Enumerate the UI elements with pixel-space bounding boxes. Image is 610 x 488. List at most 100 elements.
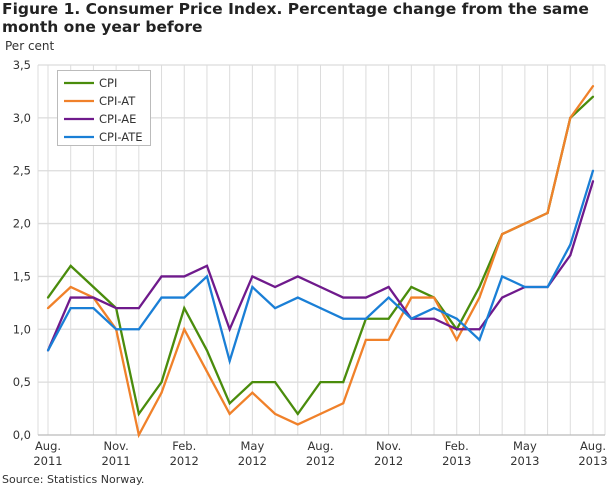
x-tick-label-month: Aug. <box>580 439 606 453</box>
data-point-cpi-at <box>319 412 322 415</box>
x-tick-label-month: May <box>513 439 537 453</box>
data-point-cpi-ae <box>387 285 390 289</box>
data-point-cpi <box>137 412 140 415</box>
data-point-cpi-ae <box>501 296 504 299</box>
data-point-cpi-ae <box>319 285 322 289</box>
data-point-cpi-ae <box>183 275 186 278</box>
data-point-cpi-ae <box>251 275 254 278</box>
data-point-cpi-ate <box>432 307 436 310</box>
x-tick-label-month: May <box>240 439 264 453</box>
data-point-cpi-ae <box>160 275 163 278</box>
data-point-cpi-at <box>432 296 436 299</box>
data-point-cpi-ae <box>296 275 299 278</box>
data-point-cpi <box>342 381 345 384</box>
data-point-cpi-at <box>46 307 50 310</box>
data-point-cpi <box>69 264 72 267</box>
data-point-cpi-ate <box>569 243 572 246</box>
data-point-cpi-at <box>160 391 163 394</box>
y-tick-label: 3,5 <box>13 58 31 72</box>
x-tick-label-month: Aug. <box>35 439 61 453</box>
data-point-cpi-ate <box>342 317 345 320</box>
data-point-cpi-at <box>228 412 231 415</box>
y-tick-label: 0,0 <box>13 428 31 442</box>
data-point-cpi-ate <box>228 359 231 363</box>
data-point-cpi-ate <box>205 275 209 278</box>
data-point-cpi-ate <box>364 317 368 320</box>
data-point-cpi-ate <box>501 275 504 278</box>
x-tick-label-month: Nov. <box>104 439 129 453</box>
data-point-cpi-ae <box>273 285 277 289</box>
y-tick-label: 1,5 <box>13 269 31 283</box>
legend-label: CPI-ATE <box>99 130 143 144</box>
x-tick-label-year: 2011 <box>101 454 130 468</box>
data-point-cpi <box>296 412 299 415</box>
data-point-cpi-ate <box>478 338 481 341</box>
data-point-cpi-ate <box>92 307 95 310</box>
data-point-cpi-at <box>387 338 390 341</box>
data-point-cpi <box>205 349 209 352</box>
data-point-cpi-ate <box>115 328 118 331</box>
data-point-cpi <box>478 285 481 289</box>
x-tick-label-year: 2013 <box>578 454 607 468</box>
data-point-cpi-ae <box>455 328 458 331</box>
legend-label: CPI-AT <box>99 94 136 108</box>
data-point-cpi-at <box>501 233 504 236</box>
data-point-cpi-ae <box>591 180 595 183</box>
data-point-cpi <box>387 317 390 320</box>
data-point-cpi <box>183 307 186 310</box>
data-point-cpi-at <box>69 285 72 289</box>
y-tick-label: 1,0 <box>13 322 31 336</box>
legend-box <box>57 70 151 146</box>
data-point-cpi-ate <box>387 296 390 299</box>
x-tick-label-month: Feb. <box>172 439 196 453</box>
data-point-cpi-ate <box>273 307 277 310</box>
data-point-cpi-at <box>591 85 595 88</box>
x-tick-label-year: 2012 <box>170 454 199 468</box>
x-tick-label-month: Nov. <box>376 439 401 453</box>
data-point-cpi-ate <box>296 296 299 299</box>
data-point-cpi-ate <box>69 307 72 310</box>
data-point-cpi-ae <box>478 328 481 331</box>
data-point-cpi-at <box>183 328 186 331</box>
data-point-cpi-at <box>364 338 368 341</box>
data-point-cpi-ate <box>137 328 140 331</box>
x-tick-label-year: 2012 <box>374 454 403 468</box>
data-point-cpi-ae <box>115 307 118 310</box>
x-tick-label-year: 2011 <box>33 454 62 468</box>
data-point-cpi <box>92 285 95 289</box>
y-tick-label: 0,5 <box>13 375 31 389</box>
data-point-cpi-at <box>455 338 458 341</box>
data-point-cpi-at <box>523 222 526 225</box>
data-point-cpi-at <box>137 433 140 437</box>
x-tick-label-year: 2012 <box>238 454 267 468</box>
x-tick-label-year: 2013 <box>442 454 471 468</box>
data-point-cpi-ate <box>319 307 322 310</box>
x-tick-label-year: 2013 <box>510 454 539 468</box>
data-point-cpi-ate <box>591 169 595 172</box>
data-point-cpi <box>251 381 254 384</box>
data-point-cpi-ate <box>546 285 549 289</box>
data-point-cpi-ate <box>46 349 50 352</box>
data-point-cpi-ate <box>251 285 254 289</box>
data-point-cpi-ate <box>455 317 458 320</box>
data-point-cpi <box>410 285 413 289</box>
data-point-cpi-at <box>273 412 277 415</box>
data-point-cpi <box>591 95 595 98</box>
data-point-cpi-ae <box>342 296 345 299</box>
data-point-cpi <box>160 381 163 384</box>
data-point-cpi-ate <box>183 296 186 299</box>
data-point-cpi-ae <box>69 296 72 299</box>
data-point-cpi-at <box>478 296 481 299</box>
data-point-cpi-ae <box>569 254 572 257</box>
y-axis-label: Per cent <box>5 39 55 53</box>
data-point-cpi-at <box>251 391 254 394</box>
data-point-cpi-ae <box>364 296 368 299</box>
data-point-cpi-at <box>410 296 413 299</box>
data-point-cpi-ae <box>432 317 436 320</box>
data-point-cpi-at <box>342 402 345 405</box>
data-point-cpi-ate <box>410 317 413 320</box>
data-point-cpi <box>228 402 231 405</box>
x-tick-label-year: 2012 <box>306 454 335 468</box>
